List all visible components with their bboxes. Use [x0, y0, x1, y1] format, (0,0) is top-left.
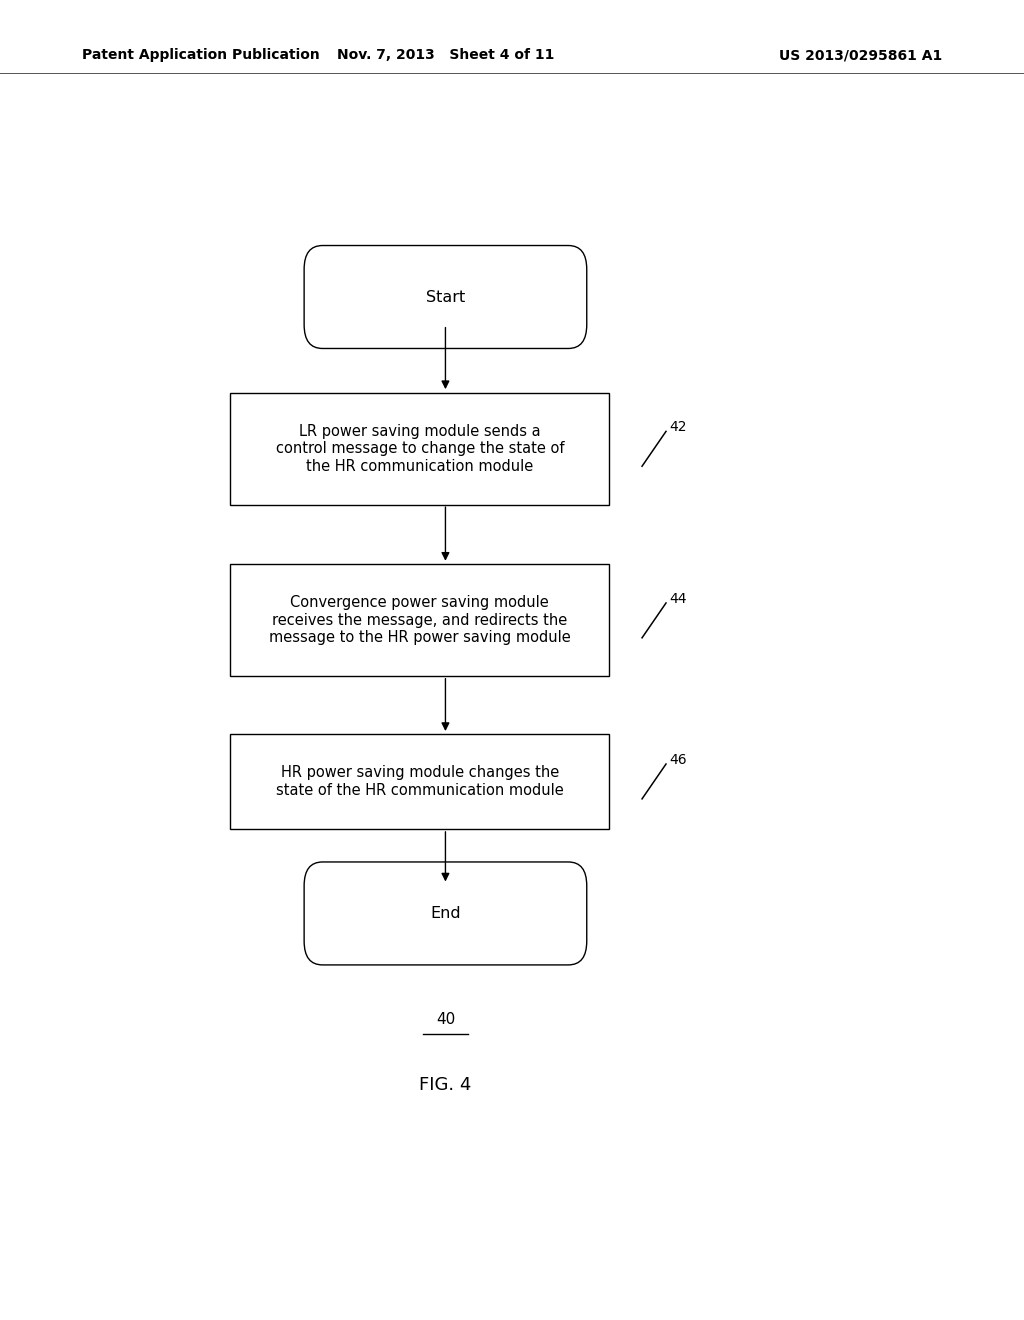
Text: Convergence power saving module
receives the message, and redirects the
message : Convergence power saving module receives… — [269, 595, 570, 645]
Bar — [230, 393, 609, 504]
Text: Nov. 7, 2013   Sheet 4 of 11: Nov. 7, 2013 Sheet 4 of 11 — [337, 49, 554, 62]
Text: LR power saving module sends a
control message to change the state of
the HR com: LR power saving module sends a control m… — [275, 424, 564, 474]
Text: HR power saving module changes the
state of the HR communication module: HR power saving module changes the state… — [275, 766, 564, 797]
Text: 40: 40 — [436, 1011, 455, 1027]
Bar — [230, 734, 609, 829]
Text: Start: Start — [426, 289, 465, 305]
Text: FIG. 4: FIG. 4 — [419, 1076, 472, 1094]
Text: 46: 46 — [670, 752, 687, 767]
Bar — [230, 565, 609, 676]
FancyBboxPatch shape — [304, 862, 587, 965]
Text: Patent Application Publication: Patent Application Publication — [82, 49, 319, 62]
Text: 44: 44 — [670, 591, 687, 606]
Text: End: End — [430, 906, 461, 921]
Text: 42: 42 — [670, 420, 687, 434]
FancyBboxPatch shape — [304, 246, 587, 348]
Text: US 2013/0295861 A1: US 2013/0295861 A1 — [779, 49, 942, 62]
